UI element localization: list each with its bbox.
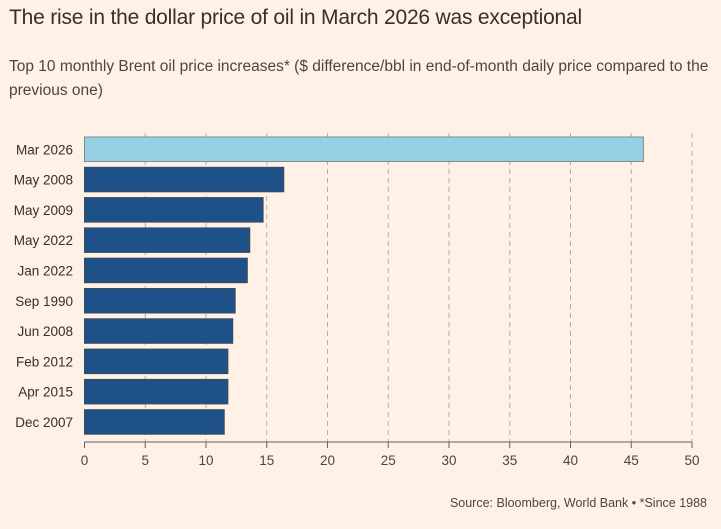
- x-tick-label: 40: [563, 453, 578, 468]
- chart-title: The rise in the dollar price of oil in M…: [9, 6, 582, 29]
- bar-dec-2007: [84, 409, 225, 435]
- bar-may-2008: [84, 166, 285, 193]
- x-tick-label: 45: [624, 453, 639, 468]
- category-labels: Mar 2026 May 2008 May 2009 May 2022 Jan 2022…: [14, 142, 73, 430]
- category-label: Feb 2012: [16, 354, 73, 369]
- category-label: Sep 1990: [15, 294, 73, 309]
- source-note: Source: Bloomberg, World Bank • *Since 1…: [449, 496, 707, 510]
- category-label: Jan 2022: [17, 263, 73, 278]
- category-label: May 2009: [14, 203, 73, 218]
- x-tick-label: 50: [684, 453, 699, 468]
- x-tick-label: 30: [441, 453, 456, 468]
- bar-sep-1990: [84, 288, 236, 314]
- category-label: May 2008: [14, 173, 73, 188]
- category-label: Jun 2008: [17, 324, 73, 339]
- category-label: Dec 2007: [15, 415, 73, 430]
- category-label: Mar 2026: [16, 142, 73, 157]
- x-tick-label: 10: [198, 453, 213, 468]
- x-axis: 0 5 10 15 20 25 30 35 40 45 50: [81, 441, 700, 468]
- x-tick-label: 0: [81, 453, 89, 468]
- bar-feb-2012: [84, 348, 229, 375]
- category-label: May 2022: [14, 233, 73, 248]
- bar-mar-2026: [84, 136, 644, 162]
- bars: [84, 136, 644, 435]
- x-tick-label: 15: [259, 453, 274, 468]
- bar-may-2009: [84, 197, 264, 223]
- bar-jan-2022: [84, 257, 248, 284]
- bar-jun-2008: [84, 318, 234, 344]
- x-tick-label: 25: [381, 453, 396, 468]
- x-tick-label: 20: [320, 453, 335, 468]
- x-tick-label: 35: [502, 453, 517, 468]
- category-label: Apr 2015: [18, 385, 73, 400]
- x-tick-label: 5: [141, 453, 149, 468]
- gridlines: [144, 133, 693, 442]
- chart-subtitle: Top 10 monthly Brent oil price increases…: [9, 58, 709, 99]
- bar-may-2022: [84, 227, 251, 253]
- bar-apr-2015: [84, 378, 229, 405]
